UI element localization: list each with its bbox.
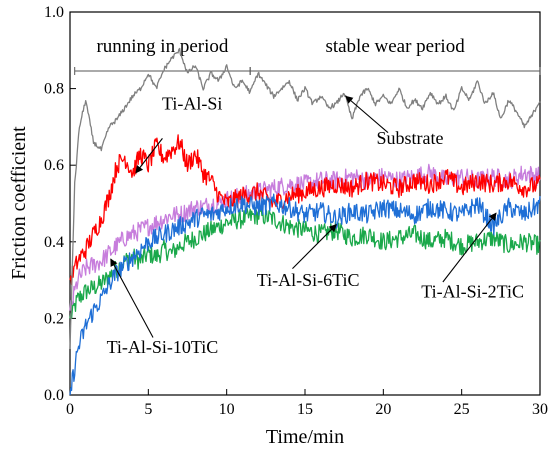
series-line-ti-al-si-2tic	[69, 193, 541, 396]
y-tick-label: 0.6	[44, 157, 64, 174]
annotation-arrow-ti-al-si	[135, 138, 163, 174]
series-line-ti-al-si-10tic	[69, 163, 541, 311]
x-tick-label: 15	[297, 401, 313, 418]
annotation-label-ti-al-si: Ti-Al-Si	[162, 94, 222, 114]
x-tick-label: 0	[66, 401, 74, 418]
x-tick-label: 10	[219, 401, 235, 418]
y-tick-label: 0.4	[44, 234, 64, 251]
period-label-stable-wear-period: stable wear period	[325, 36, 465, 57]
y-tick-label: 1.0	[44, 4, 64, 21]
x-tick-label: 30	[532, 401, 548, 418]
y-tick-label: 0.2	[44, 310, 64, 327]
annotation-arrow-ti-al-si-2tic	[442, 212, 497, 283]
x-tick-label: 25	[454, 401, 470, 418]
x-tick-label: 20	[375, 401, 391, 418]
x-axis-ticks: 0 5 10 15 20 25 30	[66, 389, 548, 418]
annotation-arrow-ti-al-si-6tic	[292, 224, 337, 269]
series-lines	[69, 47, 541, 396]
annotation-label-ti-al-si-2tic: Ti-Al-Si-2TiC	[421, 281, 524, 301]
annotation-arrow-substrate	[345, 95, 389, 134]
period-label-running-in-period: running in period	[96, 36, 228, 57]
annotation-arrow-ti-al-si-10tic	[110, 258, 154, 338]
period-brackets: running in period stable wear period	[74, 36, 541, 75]
y-tick-label: 0.8	[44, 81, 64, 98]
x-axis-label: Time/min	[266, 426, 344, 448]
series-line-ti-al-si-6tic	[69, 206, 541, 319]
annotation-label-ti-al-si-10tic: Ti-Al-Si-10TiC	[107, 337, 219, 357]
annotation-label-ti-al-si-6tic: Ti-Al-Si-6TiC	[257, 270, 360, 290]
series-line-ti-al-si	[69, 134, 541, 286]
series-annotations: Ti-Al-Si Substrate Ti-Al-Si-6TiC Ti-Al-Si-2…	[107, 94, 524, 357]
series-line-substrate	[69, 47, 541, 350]
y-axis-ticks: 0.0 0.2 0.4 0.6 0.8 1.0	[44, 4, 76, 404]
x-tick-label: 5	[144, 401, 152, 418]
y-tick-label: 0.0	[44, 387, 64, 404]
annotation-label-substrate: Substrate	[376, 128, 443, 148]
y-axis-label: Friction coefficient	[8, 126, 30, 280]
